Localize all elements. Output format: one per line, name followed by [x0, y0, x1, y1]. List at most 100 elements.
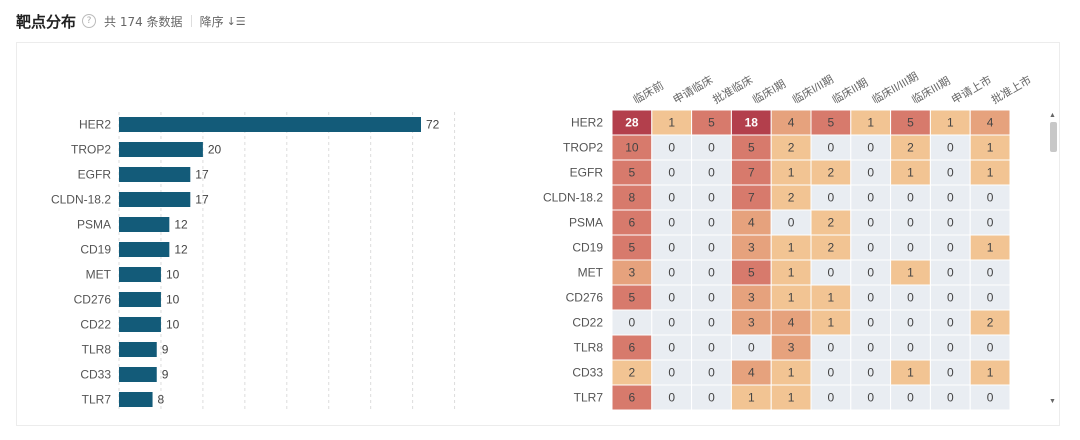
- heatmap-cell-value: 1: [668, 116, 675, 130]
- heatmap-cell-value: 5: [629, 291, 636, 305]
- heatmap-cell: [611, 184, 653, 211]
- heatmap-cell-value: 5: [907, 116, 914, 130]
- heatmap-cell-value: 3: [748, 316, 755, 330]
- scroll-down-arrow-icon[interactable]: ▼: [1049, 398, 1056, 405]
- heatmap-cell-value: 8: [629, 191, 636, 205]
- heatmap-cell: [929, 359, 971, 386]
- heatmap-cell-value: 0: [629, 316, 636, 330]
- heatmap-row-label: CLDN-18.2: [543, 191, 603, 205]
- heatmap-row-label: CD19: [572, 241, 603, 255]
- scroll-thumb[interactable]: [1050, 122, 1057, 152]
- heatmap-cell-value: 0: [867, 341, 874, 355]
- heatmap-cell-value: 7: [748, 166, 755, 180]
- heatmap-column-label: 临床I/II期: [790, 72, 836, 107]
- heatmap-cell: [691, 184, 732, 211]
- bar-category-label: TLR8: [82, 343, 112, 357]
- heatmap-cell: [969, 159, 1011, 186]
- heatmap-cell: [969, 309, 1011, 336]
- heatmap-cell-value: 0: [708, 191, 715, 205]
- bar: [119, 242, 170, 257]
- heatmap-cell-value: 2: [788, 141, 795, 155]
- heatmap-cell-value: 1: [987, 241, 994, 255]
- heatmap-row-label: CD22: [572, 316, 603, 330]
- heatmap-cell-value: 0: [867, 366, 874, 380]
- bar: [119, 217, 170, 232]
- heatmap-cell-value: 0: [987, 216, 994, 230]
- bar-value-label: 17: [195, 168, 209, 182]
- bar-category-label: CLDN-18.2: [51, 193, 111, 207]
- heatmap-cell: [890, 134, 931, 161]
- heatmap-cell-value: 6: [629, 391, 636, 405]
- heatmap-cell: [651, 209, 693, 236]
- heatmap-cell-value: 3: [748, 241, 755, 255]
- heatmap-cell-value: 1: [867, 116, 874, 130]
- heatmap-cell-value: 3: [629, 266, 636, 280]
- heatmap-cell-value: 1: [987, 166, 994, 180]
- heatmap-cell: [850, 384, 892, 411]
- heatmap-cell: [611, 309, 653, 336]
- heatmap-cell: [770, 134, 812, 161]
- heatmap-cell-value: 0: [708, 291, 715, 305]
- heatmap-cell-value: 0: [907, 216, 914, 230]
- heatmap-cell-value: 0: [668, 391, 675, 405]
- heatmap-cell-value: 0: [708, 141, 715, 155]
- heatmap-cell-value: 1: [907, 266, 914, 280]
- bar-value-label: 10: [166, 293, 180, 307]
- heatmap-row-label: CD33: [572, 366, 603, 380]
- heatmap-cell-value: 0: [867, 191, 874, 205]
- heatmap-cell-value: 0: [987, 391, 994, 405]
- sort-toggle-button[interactable]: 降序 ↓☰: [200, 13, 246, 30]
- heatmap-row-label: EGFR: [570, 166, 604, 180]
- heatmap-cell: [969, 384, 1011, 411]
- heatmap-cell: [691, 209, 732, 236]
- heatmap-cell: [651, 334, 693, 361]
- heatmap-cell-value: 2: [788, 191, 795, 205]
- heatmap-cell: [770, 234, 812, 261]
- heatmap-cell: [770, 384, 812, 411]
- heatmap-column-label: 申请临床: [670, 72, 715, 106]
- bar-category-label: EGFR: [78, 168, 112, 182]
- bar-category-label: CD33: [80, 368, 111, 382]
- heatmap-cell-value: 0: [947, 341, 954, 355]
- bar-value-label: 9: [162, 368, 169, 382]
- heatmap-cell: [969, 334, 1011, 361]
- heatmap-row-label: MET: [578, 266, 604, 280]
- heatmap-cell: [929, 259, 971, 286]
- heatmap-cell-value: 0: [867, 241, 874, 255]
- heatmap-cell-value: 4: [748, 366, 755, 380]
- sort-descending-icon: ↓☰: [226, 14, 246, 28]
- heatmap-cell-value: 2: [629, 366, 636, 380]
- heatmap-scrollbar[interactable]: ▲ ▼: [1047, 112, 1059, 410]
- heatmap-cell-value: 0: [708, 316, 715, 330]
- bar-value-label: 8: [158, 393, 165, 407]
- heatmap-cell-value: 0: [987, 341, 994, 355]
- bar-category-label: CD19: [80, 243, 111, 257]
- heatmap-cell-value: 5: [828, 116, 835, 130]
- bar-category-label: TROP2: [71, 143, 111, 157]
- question-circle-icon[interactable]: ?: [82, 14, 97, 28]
- heatmap-cell: [611, 359, 653, 386]
- heatmap-cell-value: 1: [748, 391, 755, 405]
- heatmap-cell-value: 0: [907, 391, 914, 405]
- heatmap-cell: [850, 334, 892, 361]
- bar: [119, 317, 161, 332]
- heatmap-cell-value: 2: [828, 241, 835, 255]
- heatmap-cell-value: 3: [748, 291, 755, 305]
- heatmap-cell: [691, 259, 732, 286]
- heatmap-cell: [890, 334, 931, 361]
- heatmap-cell-value: 5: [748, 141, 755, 155]
- heatmap-cell-value: 5: [629, 166, 636, 180]
- scroll-up-arrow-icon[interactable]: ▲: [1049, 112, 1056, 119]
- heatmap-cell-value: 0: [867, 391, 874, 405]
- heatmap-cell: [691, 159, 732, 186]
- heatmap-cell: [810, 259, 852, 286]
- heatmap-cell-value: 28: [625, 116, 639, 130]
- heatmap-cell: [691, 234, 732, 261]
- heatmap-cell-value: 2: [987, 316, 994, 330]
- bar: [119, 167, 191, 182]
- heatmap-cell: [691, 134, 732, 161]
- heatmap-column-label: 临床前: [630, 78, 666, 107]
- bar-category-label: TLR7: [82, 393, 112, 407]
- heatmap-cell: [890, 284, 931, 311]
- bar-category-label: CD22: [80, 318, 111, 332]
